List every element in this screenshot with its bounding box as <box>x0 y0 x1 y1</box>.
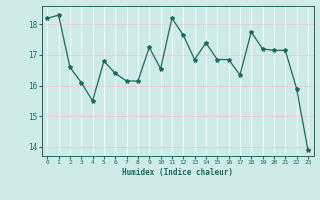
X-axis label: Humidex (Indice chaleur): Humidex (Indice chaleur) <box>122 168 233 177</box>
